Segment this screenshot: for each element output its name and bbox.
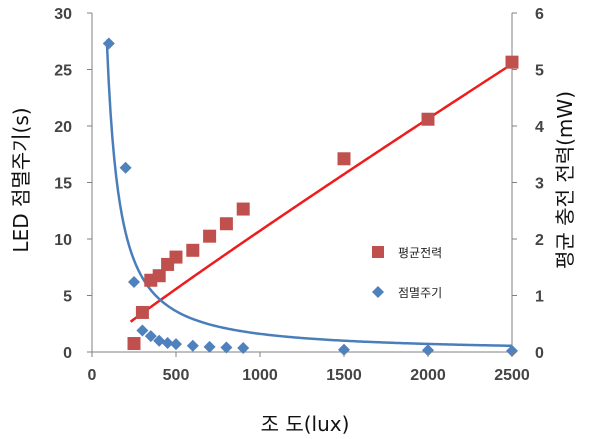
y-right-tick-label: 4 xyxy=(535,119,544,136)
y-right-tick-label: 1 xyxy=(535,289,544,306)
trendline-period xyxy=(105,41,513,348)
legend-marker-power xyxy=(372,246,384,258)
period-point xyxy=(203,340,216,353)
x-tick-label: 1500 xyxy=(326,367,362,384)
power-point xyxy=(152,269,166,283)
legend-marker-period xyxy=(372,286,384,298)
period-point xyxy=(161,336,174,349)
y-right-tick-label: 3 xyxy=(535,176,544,193)
data-markers xyxy=(102,37,519,357)
period-point xyxy=(102,37,115,50)
period-point xyxy=(153,334,166,347)
legend-label-period: 점멸주기 xyxy=(398,286,442,300)
power-point xyxy=(219,217,233,231)
power-point xyxy=(337,152,351,166)
y-axis-left-title: LED 점멸주기(s) xyxy=(9,107,33,252)
x-tick-label: 500 xyxy=(163,367,190,384)
period-point xyxy=(220,341,233,354)
trendlines xyxy=(105,41,513,348)
plot-frame xyxy=(91,13,513,353)
trendline-power xyxy=(129,62,513,323)
power-point xyxy=(421,112,435,126)
legend-label-power: 평균전력 xyxy=(398,246,442,260)
y-left-tick-label: 10 xyxy=(54,232,72,249)
y-right-tick-label: 0 xyxy=(535,345,544,362)
y-left-tick-label: 15 xyxy=(54,176,72,193)
y-left-tick-label: 5 xyxy=(63,289,72,306)
y-left-tick-label: 30 xyxy=(54,6,72,23)
period-point xyxy=(119,161,132,174)
period-point xyxy=(136,324,149,337)
tick-labels: 0 500 1000 1500 2000 2500 0 5 10 15 20 25 30 0 1 2 3 4 5 6 xyxy=(54,6,544,384)
period-point xyxy=(170,338,182,351)
power-point xyxy=(135,305,149,319)
power-point xyxy=(127,337,141,351)
period-point xyxy=(237,342,250,355)
x-tick-label: 2000 xyxy=(410,367,446,384)
legend: 평균전력 점멸주기 xyxy=(372,246,442,300)
y-axis-right-title: 평균 충전 전력(mW) xyxy=(553,91,577,269)
y-right-tick-label: 5 xyxy=(535,63,544,80)
power-point xyxy=(236,202,250,216)
y-right-tick-label: 6 xyxy=(535,6,544,23)
period-point xyxy=(186,339,199,352)
x-tick-label: 2500 xyxy=(494,367,530,384)
period-point xyxy=(422,344,434,357)
x-axis-title: 조 도(lux) xyxy=(261,412,350,436)
power-point xyxy=(186,243,200,257)
x-tick-label: 0 xyxy=(88,367,97,384)
y-left-tick-label: 20 xyxy=(54,119,72,136)
power-point xyxy=(169,250,183,264)
period-point xyxy=(338,343,350,356)
y-left-tick-label: 0 xyxy=(63,345,72,362)
x-tick-label: 1000 xyxy=(242,367,278,384)
power-point xyxy=(203,229,217,243)
period-point xyxy=(144,330,157,343)
power-point xyxy=(505,55,519,69)
y-right-tick-label: 2 xyxy=(535,232,544,249)
period-point xyxy=(506,344,518,357)
y-left-tick-label: 25 xyxy=(54,63,72,80)
period-point xyxy=(128,275,140,288)
